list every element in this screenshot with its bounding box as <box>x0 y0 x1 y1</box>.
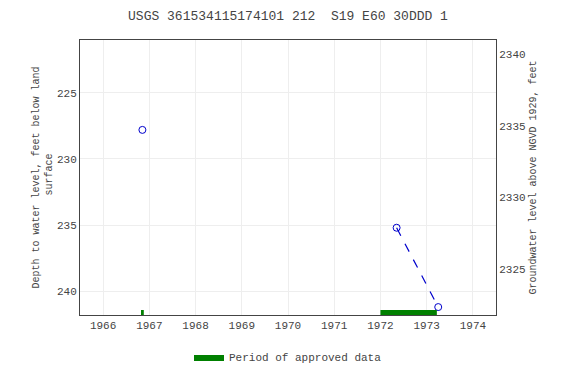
svg-text:1970: 1970 <box>275 320 301 332</box>
svg-text:1969: 1969 <box>229 320 255 332</box>
svg-text:2335: 2335 <box>499 121 525 133</box>
svg-text:1966: 1966 <box>90 320 116 332</box>
svg-text:1967: 1967 <box>136 320 162 332</box>
svg-text:2330: 2330 <box>499 192 525 204</box>
svg-text:1974: 1974 <box>460 320 487 332</box>
svg-text:235: 235 <box>57 220 77 232</box>
svg-text:240: 240 <box>57 286 77 298</box>
svg-text:Depth to water level, feet bel: Depth to water level, feet below land su… <box>31 66 55 288</box>
svg-text:1973: 1973 <box>413 320 439 332</box>
svg-text:1968: 1968 <box>182 320 208 332</box>
svg-text:Period of approved data: Period of approved data <box>229 352 381 364</box>
svg-text:1971: 1971 <box>321 320 348 332</box>
svg-text:2325: 2325 <box>499 264 525 276</box>
svg-text:225: 225 <box>57 88 77 100</box>
svg-text:USGS 361534115174101 212 S19: USGS 361534115174101 212 S19 E60 30DDD 1 <box>128 9 448 24</box>
svg-text:1972: 1972 <box>367 320 393 332</box>
svg-text:2340: 2340 <box>499 49 525 61</box>
svg-text:Groundwater level above NGVD 1: Groundwater level above NGVD 1929, feet <box>528 60 539 294</box>
svg-text:230: 230 <box>57 154 77 166</box>
